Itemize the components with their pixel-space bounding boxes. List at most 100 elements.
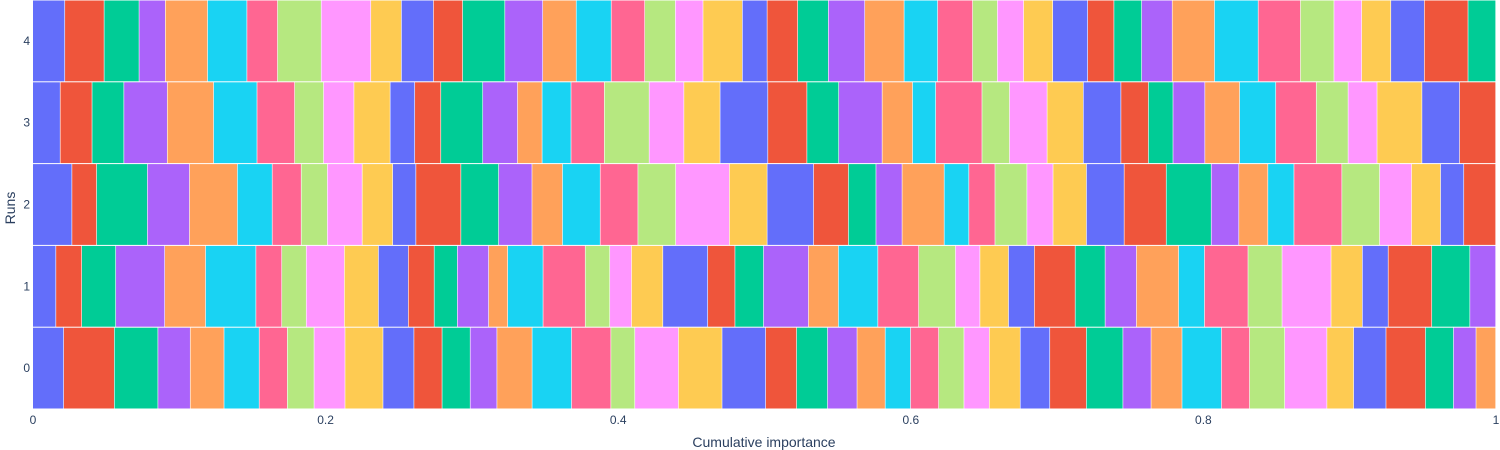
bar-segment-run2-13	[498, 164, 532, 245]
bar-segment-run1-19	[631, 245, 663, 327]
bar-segment-run3-9	[354, 82, 390, 164]
bar-segment-run4-17	[645, 0, 676, 82]
bar-segment-run3-32	[1148, 82, 1173, 164]
bar-segment-run0-19	[678, 327, 722, 409]
bar-segment-run4-29	[1023, 0, 1053, 82]
bar-segment-run2-41	[1464, 164, 1496, 245]
bar-segment-run3-16	[571, 82, 604, 164]
bar-segment-run2-4	[189, 164, 238, 245]
bar-segment-run2-17	[638, 164, 676, 245]
bar-segment-run0-29	[989, 327, 1020, 409]
bar-segment-run0-11	[414, 327, 442, 409]
bar-segment-run2-14	[532, 164, 563, 245]
x-tick-label: 0.8	[1195, 413, 1212, 427]
bar-segment-run1-21	[708, 245, 735, 327]
x-axis-title: Cumulative importance	[692, 434, 835, 450]
bar-segment-run0-34	[1151, 327, 1182, 409]
x-tick-label: 0.4	[610, 413, 627, 427]
bar-segment-run0-13	[470, 327, 497, 409]
bar-segment-run3-37	[1316, 82, 1348, 164]
y-tick-label: 1	[23, 279, 30, 293]
bar-segment-run4-5	[207, 0, 247, 82]
bar-segment-run3-17	[604, 82, 649, 164]
bar-segment-run1-26	[878, 245, 919, 327]
bar-segment-run3-11	[415, 82, 441, 164]
bar-segment-run4-25	[904, 0, 938, 82]
bar-segment-run0-26	[910, 327, 939, 409]
bar-segment-run3-35	[1239, 82, 1276, 164]
bar-segment-run0-2	[114, 327, 158, 409]
bar-segment-run2-8	[327, 164, 362, 245]
bar-segment-run4-3	[139, 0, 165, 82]
bar-segment-run0-17	[611, 327, 635, 409]
bar-segment-run2-28	[1027, 164, 1053, 245]
bar-segment-run0-4	[190, 327, 224, 409]
bar-segment-run0-5	[224, 327, 259, 409]
bar-segment-run1-11	[408, 245, 434, 327]
bar-segment-run1-22	[735, 245, 764, 327]
bar-segment-run4-30	[1053, 0, 1088, 82]
bar-segment-run4-20	[742, 0, 767, 82]
bar-segment-run1-9	[344, 245, 379, 327]
bar-segment-run3-28	[1009, 82, 1047, 164]
bar-segment-run3-7	[294, 82, 324, 164]
bar-segment-run1-24	[808, 245, 839, 327]
bar-segment-run3-15	[542, 82, 571, 164]
bar-segment-run0-38	[1284, 327, 1327, 409]
bar-segment-run1-8	[306, 245, 345, 327]
bar-segment-run0-30	[1020, 327, 1050, 409]
bar-segment-run2-40	[1440, 164, 1464, 245]
bar-segment-run0-35	[1182, 327, 1222, 409]
bar-segment-run4-10	[401, 0, 434, 82]
bar-segment-run4-39	[1361, 0, 1391, 82]
bar-segment-run4-16	[611, 0, 645, 82]
bar-segment-run2-11	[416, 164, 461, 245]
bar-segment-run3-23	[839, 82, 882, 164]
bar-segment-run4-26	[937, 0, 973, 82]
bar-segment-run0-16	[571, 327, 611, 409]
bar-segment-run3-8	[323, 82, 354, 164]
bar-segment-run3-36	[1276, 82, 1316, 164]
bar-segment-run0-37	[1249, 327, 1285, 409]
bar-segment-run2-31	[1124, 164, 1166, 245]
bar-segment-run3-0	[33, 82, 60, 164]
bar-segment-run3-24	[882, 82, 913, 164]
bar-segment-run4-42	[1468, 0, 1496, 82]
bar-segment-run2-6	[272, 164, 301, 245]
bar-segment-run1-41	[1388, 245, 1432, 327]
bar-segment-run4-27	[972, 0, 998, 82]
bar-segment-run2-39	[1411, 164, 1441, 245]
bar-segment-run1-23	[763, 245, 809, 327]
bar-segment-run4-7	[277, 0, 321, 82]
bar-segment-run1-18	[610, 245, 632, 327]
bar-segment-run0-0	[33, 327, 64, 409]
bar-segment-run4-0	[33, 0, 65, 82]
bar-segment-run4-40	[1391, 0, 1424, 82]
bar-segment-run3-20	[720, 82, 768, 164]
bar-segment-run1-37	[1248, 245, 1282, 327]
bar-segment-run1-12	[434, 245, 458, 327]
bar-segment-run1-17	[585, 245, 610, 327]
bar-segment-run3-21	[768, 82, 807, 164]
bar-segment-run0-12	[442, 327, 470, 409]
bar-segment-run4-33	[1141, 0, 1172, 82]
bar-segment-run1-27	[918, 245, 956, 327]
bar-segment-run1-34	[1136, 245, 1179, 327]
bar-segment-run0-21	[765, 327, 797, 409]
bar-segment-run1-4	[165, 245, 206, 327]
bar-segment-run2-25	[944, 164, 969, 245]
bar-segment-run1-28	[955, 245, 980, 327]
bar-segment-run3-41	[1459, 82, 1496, 164]
bar-segment-run4-23	[828, 0, 865, 82]
bar-segment-run1-25	[838, 245, 878, 327]
bar-segment-run4-13	[505, 0, 543, 82]
bar-segment-run4-14	[543, 0, 576, 82]
bar-segment-run0-33	[1123, 327, 1151, 409]
bar-segment-run2-37	[1342, 164, 1380, 245]
bar-segment-run4-38	[1334, 0, 1362, 82]
bar-segment-run3-18	[649, 82, 684, 164]
bar-segment-run0-23	[827, 327, 857, 409]
bar-segment-run3-22	[807, 82, 839, 164]
bar-segment-run4-8	[321, 0, 371, 82]
bar-segment-run1-38	[1282, 245, 1331, 327]
